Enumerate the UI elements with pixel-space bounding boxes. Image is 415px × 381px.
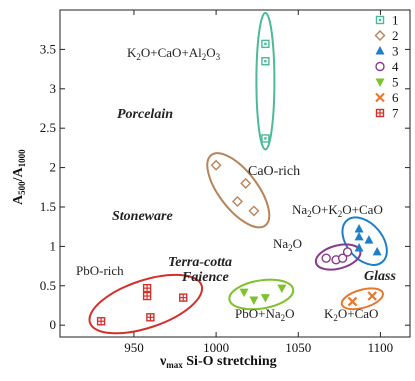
cluster-outline-5 bbox=[228, 278, 295, 311]
y-tick-label: 0 bbox=[50, 317, 57, 332]
data-point-series-3 bbox=[354, 242, 364, 252]
annotation-na2o-k2o-cao: Na2O+K2O+CaO bbox=[292, 202, 383, 219]
data-point-series-3 bbox=[364, 235, 374, 244]
legend-label-2: 2 bbox=[392, 28, 399, 43]
legend-label-1: 1 bbox=[392, 13, 399, 28]
data-point-series-2 bbox=[231, 195, 243, 207]
y-axis-label: A500/A1000 bbox=[11, 149, 27, 205]
y-tick-label: 0.5 bbox=[40, 278, 56, 293]
legend-marker-5 bbox=[375, 78, 385, 87]
legend-label-5: 5 bbox=[392, 75, 399, 90]
annotation-pbo-na2o: PbO+Na2O bbox=[235, 306, 295, 323]
y-tick-label: 1 bbox=[50, 238, 57, 253]
axis-ticks: 950 1000 1050 1100 0 0.5 1 1.5 2 2.5 3 3.5 bbox=[40, 10, 410, 355]
annotation-caorich: CaO-rich bbox=[248, 164, 300, 179]
data-point-series-7 bbox=[179, 293, 188, 302]
data-point-series-6 bbox=[367, 291, 377, 301]
data-point-series-1 bbox=[261, 57, 270, 66]
x-tick-label: 950 bbox=[124, 340, 144, 355]
data-point-series-4 bbox=[342, 247, 353, 257]
annotation-k2o-cao: K2O+CaO bbox=[324, 306, 378, 323]
cluster-outline-6 bbox=[340, 287, 384, 311]
data-point-series-2 bbox=[248, 205, 260, 217]
data-point-series-7 bbox=[142, 291, 152, 301]
x-tick-label: 1050 bbox=[285, 340, 311, 355]
cluster-outline-2 bbox=[206, 152, 271, 229]
legend-label-3: 3 bbox=[392, 44, 399, 59]
plot-border bbox=[59, 9, 411, 338]
data-point-series-5 bbox=[239, 288, 249, 298]
data-point-series-5 bbox=[277, 284, 287, 294]
data-point-series-6 bbox=[347, 296, 358, 307]
data-point-series-1 bbox=[261, 134, 270, 143]
data-point-series-4 bbox=[337, 253, 348, 263]
data-point-series-3 bbox=[372, 246, 382, 256]
annotation-terracotta: Terra-cotta bbox=[168, 255, 232, 270]
legend-marker-1 bbox=[375, 15, 385, 25]
y-tick-label: 2.5 bbox=[40, 120, 56, 135]
annotation-stoneware: Stoneware bbox=[112, 209, 173, 224]
data-point-series-3 bbox=[354, 224, 364, 233]
cluster-outline-1 bbox=[255, 11, 276, 151]
annotation-pborich: PbO-rich bbox=[76, 263, 124, 278]
legend-marker-2 bbox=[374, 30, 386, 41]
y-tick-label: 2 bbox=[50, 160, 57, 175]
annotation-glass: Glass bbox=[364, 269, 396, 284]
data-points bbox=[96, 39, 382, 326]
annotation-porcelain: Porcelain bbox=[117, 107, 173, 122]
x-tick-label: 1100 bbox=[368, 340, 394, 355]
data-point-series-7 bbox=[142, 283, 152, 293]
legend-marker-7 bbox=[375, 108, 385, 118]
legend-marker-4 bbox=[375, 61, 385, 72]
cluster-outline-3 bbox=[341, 216, 388, 266]
data-point-series-7 bbox=[146, 313, 155, 322]
annotation-faience: Faience bbox=[181, 270, 229, 285]
y-tick-label: 1.5 bbox=[40, 199, 56, 214]
cluster-ellipses bbox=[88, 11, 388, 335]
y-tick-label: 3.5 bbox=[40, 41, 56, 56]
data-point-series-5 bbox=[260, 294, 270, 303]
data-point-series-2 bbox=[240, 177, 252, 189]
data-point-series-4 bbox=[321, 253, 331, 263]
legend-marker-6 bbox=[375, 92, 385, 103]
annotation-porcelain-formula: K2O+CaO+Al2O3 bbox=[127, 45, 221, 62]
legend-label-4: 4 bbox=[392, 59, 399, 74]
legend-label-6: 6 bbox=[392, 90, 399, 105]
x-axis-label: νmax Si-O stretching bbox=[159, 354, 277, 370]
y-tick-label: 3 bbox=[50, 81, 57, 96]
data-point-series-3 bbox=[354, 231, 364, 241]
data-point-series-7 bbox=[96, 317, 106, 326]
data-point-series-5 bbox=[249, 296, 259, 305]
annotation-na2o: Na2O bbox=[273, 236, 302, 253]
x-tick-label: 1000 bbox=[203, 340, 229, 355]
legend-label-7: 7 bbox=[392, 106, 399, 121]
legend-marker-3 bbox=[375, 46, 385, 55]
data-point-series-1 bbox=[261, 39, 270, 49]
plot-frame bbox=[59, 9, 411, 338]
data-point-series-2 bbox=[210, 159, 222, 171]
cluster-outline-7 bbox=[88, 273, 204, 335]
